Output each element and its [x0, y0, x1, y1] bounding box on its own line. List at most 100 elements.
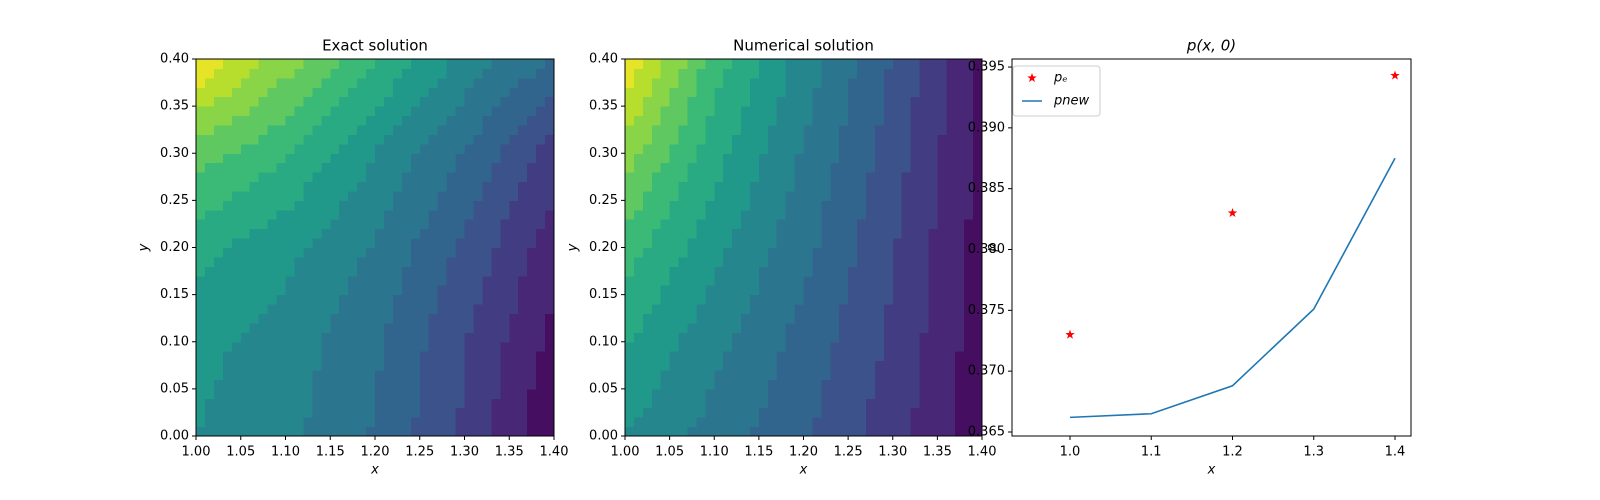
contour-cell: [375, 304, 385, 314]
contour-cell: [419, 181, 430, 192]
contour-cell: [267, 68, 278, 79]
contour-cell: [392, 87, 403, 98]
contour-cell: [973, 172, 983, 183]
contour-cell: [303, 153, 313, 164]
contour-cell: [687, 68, 697, 79]
contour-cell: [696, 398, 706, 409]
contour-cell: [928, 181, 938, 192]
contour-cell: [536, 68, 546, 79]
contour-cell: [874, 106, 885, 117]
contour-cell: [937, 388, 947, 399]
contour-cell: [928, 59, 938, 69]
contour-cell: [222, 294, 233, 305]
contour-cell: [973, 322, 983, 333]
contour-cell: [901, 238, 912, 248]
contour-cell: [812, 417, 822, 428]
contour-cell: [946, 256, 956, 267]
contour-cell: [222, 106, 233, 117]
contour-cell: [509, 134, 519, 145]
x-tick-label: 1.10: [700, 445, 729, 460]
contour-cell: [383, 322, 394, 333]
contour-cell: [946, 190, 956, 201]
contour-cell: [741, 96, 751, 107]
contour-cell: [509, 59, 519, 69]
contour-cell: [491, 162, 501, 173]
contour-cell: [714, 256, 724, 267]
contour-cell: [258, 304, 269, 314]
contour-cell: [741, 304, 751, 314]
y-axis-label: p: [985, 243, 1000, 252]
contour-cell: [419, 219, 430, 230]
contour-cell: [500, 106, 510, 117]
contour-cell: [294, 398, 304, 409]
contour-cell: [964, 153, 974, 164]
contour-cell: [642, 96, 653, 107]
contour-cell: [901, 59, 912, 69]
contour-cell: [455, 190, 465, 201]
contour-cell: [812, 370, 822, 380]
contour-cell: [482, 332, 492, 343]
contour-cell: [410, 398, 421, 409]
contour-cell: [491, 77, 501, 88]
contour-cell: [714, 238, 724, 248]
contour-cell: [446, 153, 457, 164]
contour-cell: [678, 370, 688, 380]
contour-cell: [348, 379, 358, 390]
contour-cell: [928, 219, 938, 230]
contour-cell: [910, 247, 921, 258]
contour-cell: [741, 256, 751, 267]
contour-cell: [375, 143, 385, 154]
contour-cell: [401, 238, 412, 248]
contour-cell: [312, 190, 322, 201]
contour-cell: [213, 256, 224, 267]
contour-cell: [213, 247, 224, 258]
contour-cell: [231, 115, 242, 126]
contour-cell: [857, 162, 867, 173]
contour-cell: [267, 285, 278, 296]
contour-cell: [509, 87, 519, 98]
contour-cell: [455, 351, 465, 362]
contour-cell: [222, 304, 233, 314]
contour-cell: [758, 77, 769, 88]
contour-cell: [375, 294, 385, 305]
contour-cell: [937, 87, 947, 98]
contour-cell: [687, 379, 697, 390]
contour-cell: [696, 153, 706, 164]
contour-cell: [642, 172, 653, 183]
contour-cell: [401, 143, 412, 154]
contour-cell: [625, 388, 635, 399]
contour-cell: [696, 219, 706, 230]
contour-cell: [249, 388, 260, 399]
contour-cell: [222, 407, 233, 418]
contour-cell: [651, 134, 662, 145]
contour-cell: [964, 172, 974, 183]
contour-cell: [482, 407, 492, 418]
contour-cell: [821, 124, 831, 135]
contour-cell: [642, 228, 653, 239]
contour-cell: [732, 407, 742, 418]
contour-cell: [375, 285, 385, 296]
contour-cell: [714, 59, 724, 69]
contour-cell: [776, 417, 787, 428]
contour-cell: [383, 341, 394, 352]
contour-cell: [196, 275, 206, 286]
contour-cell: [830, 426, 840, 437]
contour-cell: [946, 134, 956, 145]
contour-cell: [285, 200, 295, 211]
contour-cell: [758, 228, 769, 239]
contour-cell: [491, 190, 501, 201]
contour-cell: [464, 143, 474, 154]
contour-cell: [687, 77, 697, 88]
contour-cell: [500, 87, 510, 98]
contour-cell: [375, 256, 385, 267]
contour-cell: [821, 172, 831, 183]
contour-cell: [375, 275, 385, 286]
contour-cell: [437, 304, 448, 314]
contour-cell: [383, 59, 394, 69]
contour-cell: [901, 285, 912, 296]
contour-cell: [705, 247, 715, 258]
contour-cell: [973, 238, 983, 248]
contour-cell: [785, 275, 796, 286]
contour-cell: [732, 124, 742, 135]
contour-cell: [910, 143, 921, 154]
